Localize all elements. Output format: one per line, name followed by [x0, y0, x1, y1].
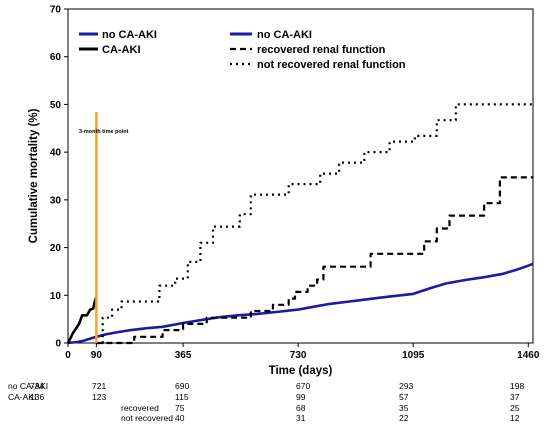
series: [66, 103, 534, 345]
series-line-recovered-renal-function: [96, 176, 533, 345]
y-tick-label: 60: [50, 52, 62, 63]
risk-cell: 35: [399, 403, 409, 413]
plot-frame: [67, 8, 534, 344]
risk-cell: 136: [30, 392, 44, 402]
risk-cell: 22: [399, 413, 409, 423]
series-line-ca-aki: [66, 296, 98, 344]
x-tick-label: 730: [290, 350, 307, 361]
x-tick-label: 365: [175, 350, 192, 361]
risk-cell: 57: [399, 392, 409, 402]
x-tick-label: 0: [65, 350, 71, 361]
y-tick-label: 70: [50, 5, 62, 16]
risk-row-label: not recovered: [121, 413, 173, 423]
risk-row-label: recovered: [121, 403, 159, 413]
risk-cell: 99: [296, 392, 306, 402]
risk-cell: 734: [30, 381, 44, 391]
legend-label: no CA-AKI: [102, 29, 157, 41]
risk-cell: 670: [296, 381, 310, 391]
risk-cell: 721: [92, 381, 106, 391]
risk-cell: 12: [510, 413, 520, 423]
y-tick-label: 20: [50, 243, 62, 254]
time-point-label: 3-month time point: [79, 129, 129, 135]
plot-area: [67, 8, 534, 344]
x-tick-label: 1095: [402, 350, 425, 361]
risk-cell: 75: [175, 403, 185, 413]
x-tick-label: 90: [91, 350, 103, 361]
risk-cell: 115: [175, 392, 189, 402]
risk-cell: 31: [296, 413, 306, 423]
x-tick-label: 1460: [517, 350, 540, 361]
risk-cell: 68: [296, 403, 306, 413]
risk-row-label: CA-AKI: [8, 392, 36, 402]
legend-label: not recovered renal function: [257, 59, 406, 71]
legend: no CA-AKI CA-AKI no CA-AKI recovered renal …: [79, 29, 406, 71]
y-tick-label: 30: [50, 195, 62, 206]
y-tick-label: 0: [55, 339, 61, 350]
risk-cell: 690: [175, 381, 189, 391]
y-tick-label: 50: [50, 100, 62, 111]
legend-label: CA-AKI: [102, 44, 141, 56]
y-axis-title: Cumulative mortality (%): [28, 108, 40, 243]
risk-cell: 123: [92, 392, 106, 402]
legend-label: recovered renal function: [257, 44, 386, 56]
risk-row-label: no CA-AKI: [8, 381, 48, 391]
axes: 0 10 20 30 40 50 60 70 0 90 365 730 1095 1460 Time (da…: [28, 5, 540, 378]
annotations: 3-month time point: [79, 112, 129, 343]
series-line-not-recovered-renal-function: [96, 103, 533, 345]
legend-label: no CA-AKI: [257, 29, 312, 41]
risk-cell: 25: [510, 403, 520, 413]
y-tick-label: 40: [50, 148, 62, 159]
x-axis-title: Time (days): [269, 365, 333, 377]
risk-cell: 37: [510, 392, 520, 402]
y-tick-label: 10: [50, 291, 62, 302]
risk-cell: 40: [175, 413, 185, 423]
risk-cell: 198: [510, 381, 524, 391]
risk-cell: 293: [399, 381, 413, 391]
series-line-no-ca-aki: [67, 262, 534, 345]
